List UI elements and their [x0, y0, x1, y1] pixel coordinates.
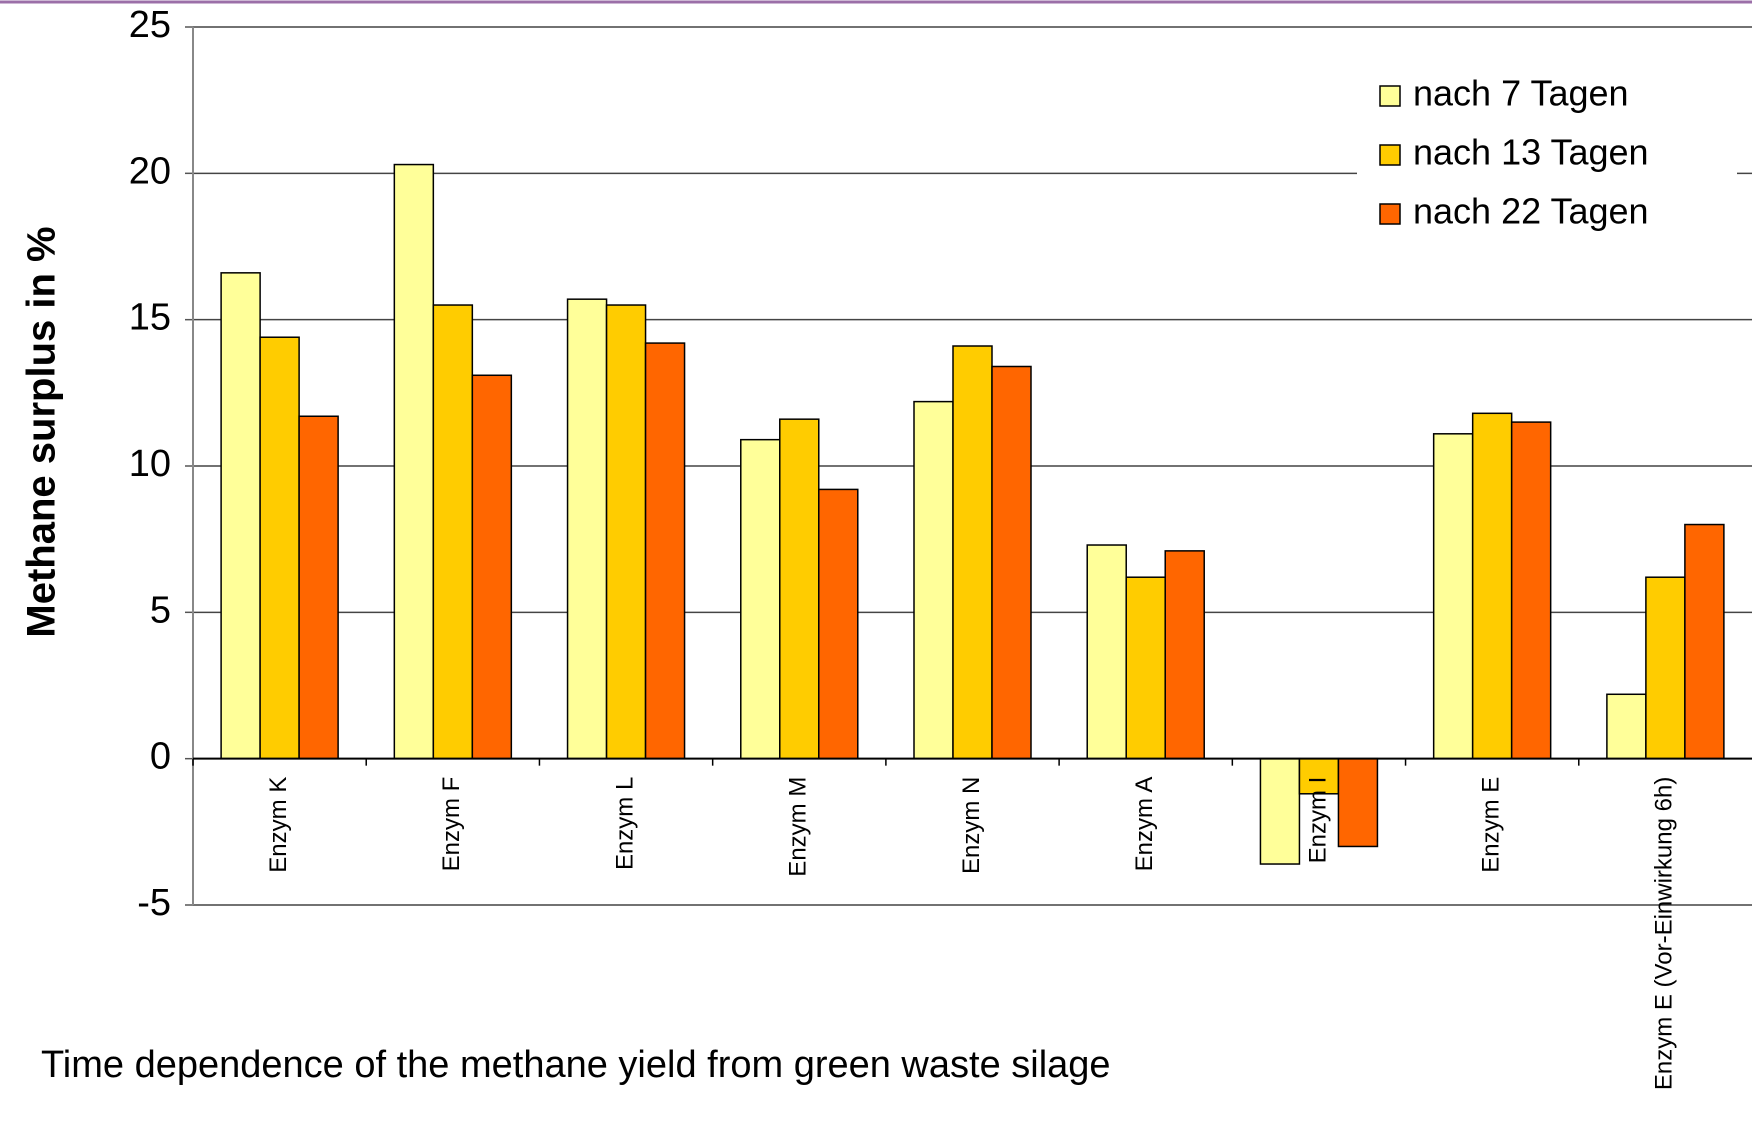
bar: [1086, 544, 1127, 760]
bar: [298, 415, 339, 760]
x-tick-label: Enzym I: [1304, 777, 1331, 864]
bar: [566, 298, 608, 760]
bar: [1684, 523, 1725, 760]
bar: [1510, 421, 1552, 760]
legend-swatch: [1379, 203, 1401, 225]
bar: [1125, 576, 1166, 760]
bar: [220, 272, 261, 760]
y-tick-label: 0: [150, 736, 171, 778]
bar: [1471, 412, 1513, 760]
y-tick-label: 15: [129, 297, 171, 339]
y-tick-label: 5: [150, 589, 171, 631]
x-tick-label: Enzym E (Vor-Einwirkung 6h): [1651, 777, 1678, 1090]
bar: [259, 336, 300, 760]
y-tick-label: -5: [137, 882, 171, 924]
bar: [432, 304, 474, 760]
bar: [1337, 757, 1379, 848]
bar: [952, 345, 993, 760]
x-tick-label: Enzym F: [438, 777, 465, 872]
x-tick-label: Enzym E: [1478, 777, 1505, 873]
x-tick-label: Enzym A: [1131, 777, 1158, 872]
bar: [471, 374, 513, 760]
bar: [740, 438, 781, 760]
y-axis-label: Methane surplus in %: [20, 226, 64, 637]
bar: [393, 163, 435, 760]
x-tick-label: Enzym N: [958, 777, 985, 874]
x-tick-label: Enzym K: [265, 777, 292, 873]
y-tick-label: 10: [129, 443, 171, 485]
legend-label: nach 22 Tagen: [1413, 191, 1649, 232]
legend-background: [1357, 67, 1737, 239]
x-tick-label: Enzym M: [785, 777, 812, 877]
y-tick-label: 20: [129, 150, 171, 192]
y-tick-label: 25: [129, 4, 171, 46]
bar: [1606, 693, 1647, 760]
bar: [1298, 757, 1340, 795]
bar: [818, 488, 859, 760]
x-tick-label: Enzym L: [611, 777, 638, 870]
legend-label: nach 13 Tagen: [1413, 132, 1649, 173]
bar: [913, 400, 954, 760]
caption: Time dependence of the methane yield fro…: [41, 1044, 1111, 1086]
bar: [1432, 433, 1474, 760]
bar: [644, 342, 686, 760]
legend-swatch: [1379, 85, 1401, 107]
bar: [1645, 576, 1686, 760]
bar: [1164, 550, 1205, 760]
bar: [991, 365, 1032, 760]
legend-swatch: [1379, 144, 1401, 166]
bar: [779, 418, 820, 760]
bar: [1259, 757, 1301, 865]
bar: [605, 304, 647, 760]
legend-label: nach 7 Tagen: [1413, 73, 1629, 114]
